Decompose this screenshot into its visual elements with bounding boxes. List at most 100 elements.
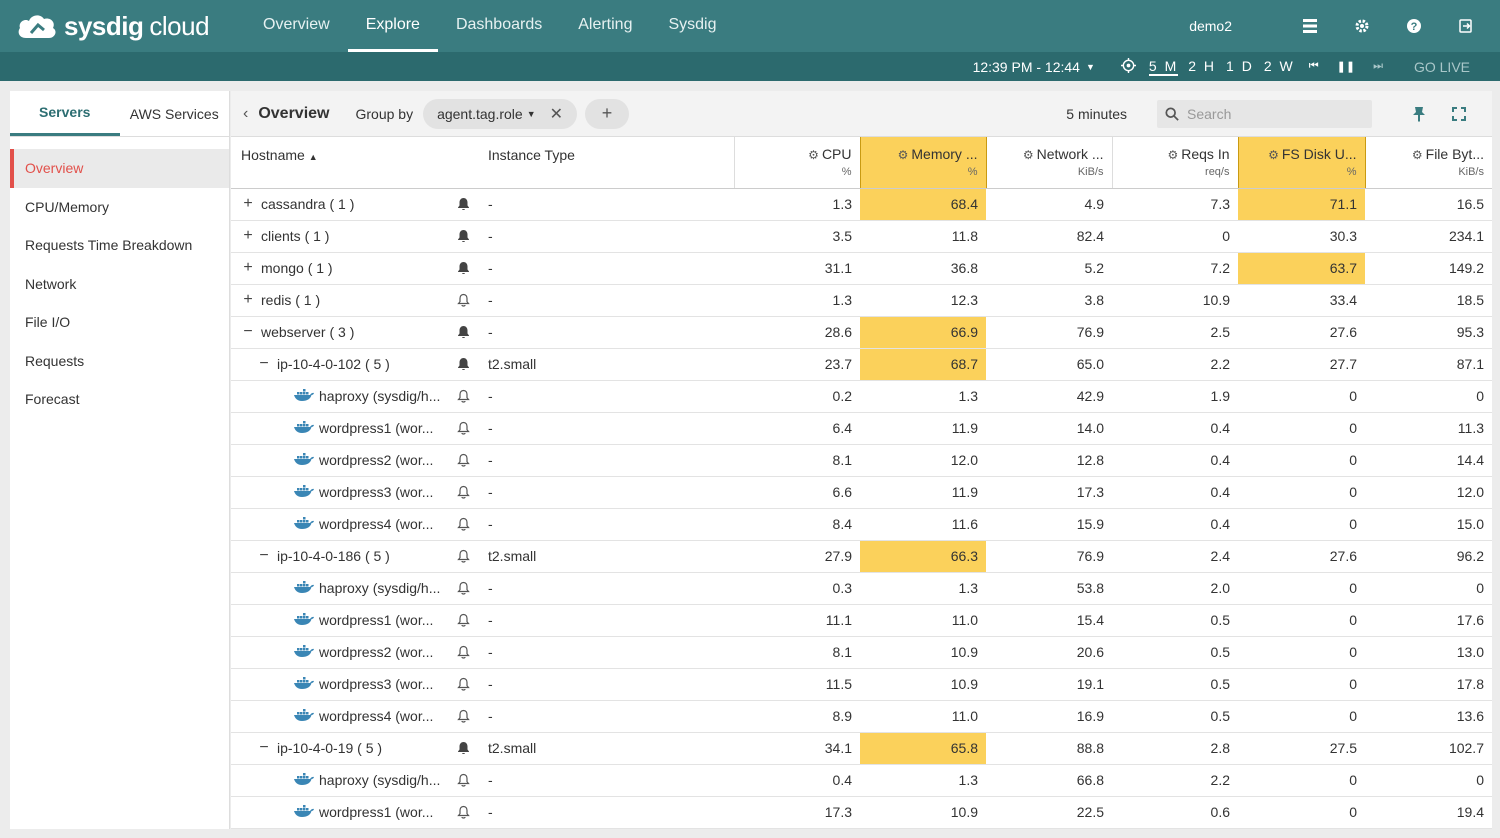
pause-icon[interactable]: ❚❚ xyxy=(1336,61,1356,73)
bell-icon[interactable] xyxy=(457,805,470,822)
table-row[interactable]: haproxy (sysdig/h... -0.2 1.3 42.9 1.9 0 0 xyxy=(231,380,1492,413)
time-range-selector[interactable]: 12:39 PM - 12:44 xyxy=(972,58,1080,75)
menu-item-overview[interactable]: Overview xyxy=(10,149,229,188)
table-row[interactable]: + clients ( 1 ) -3.5 11.8 82.4 0 30.3 234.1 xyxy=(231,220,1492,253)
hostname-cell[interactable]: − ip-10-4-0-102 ( 5 ) xyxy=(231,348,482,381)
expand-icon[interactable]: + xyxy=(243,291,253,308)
bell-icon[interactable] xyxy=(457,677,470,694)
logout-icon[interactable] xyxy=(1458,18,1474,34)
collapse-icon[interactable]: − xyxy=(259,355,269,372)
table-row[interactable]: wordpress3 (wor... -11.5 10.9 19.1 0.5 0 17.8 xyxy=(231,668,1492,701)
nav-item-explore[interactable]: Explore xyxy=(347,0,438,52)
collapse-icon[interactable]: − xyxy=(259,739,269,756)
collapse-icon[interactable]: − xyxy=(243,323,253,340)
header-file-bytes[interactable]: ⚙ File Byt... KiB/s xyxy=(1364,137,1492,189)
bell-icon[interactable] xyxy=(457,709,470,726)
tab-aws-services[interactable]: AWS Services xyxy=(129,105,219,122)
user-name[interactable]: demo2 xyxy=(1189,18,1232,34)
nav-item-alerting[interactable]: Alerting xyxy=(578,16,633,33)
tab-servers[interactable]: Servers xyxy=(10,91,120,136)
table-row[interactable]: + mongo ( 1 ) -31.1 36.8 5.2 7.2 63.7 149.2 xyxy=(231,252,1492,285)
bell-icon[interactable] xyxy=(457,773,470,790)
menu-item-file-i-o[interactable]: File I/O xyxy=(25,314,71,330)
group-by-pill[interactable]: agent.tag.role ▼ ✕ xyxy=(423,98,578,129)
hostname-cell[interactable]: wordpress2 (wor... xyxy=(231,444,482,477)
table-row[interactable]: + cassandra ( 1 ) -1.3 68.4 4.9 7.3 71.1 16.5 xyxy=(231,188,1492,221)
bell-icon[interactable] xyxy=(457,421,470,438)
add-group-button[interactable]: + xyxy=(585,98,630,129)
hostname-cell[interactable]: haproxy (sysdig/h... xyxy=(231,380,482,413)
table-row[interactable]: + redis ( 1 ) -1.3 12.3 3.8 10.9 33.4 18.5 xyxy=(231,284,1492,317)
range-2w[interactable]: 2 W xyxy=(1263,57,1295,74)
nav-item-sysdig[interactable]: Sysdig xyxy=(668,16,717,33)
hostname-cell[interactable]: wordpress1 (wor... xyxy=(231,796,482,829)
expand-icon[interactable]: + xyxy=(243,259,253,276)
bell-filled-icon[interactable] xyxy=(457,197,470,214)
hostname-cell[interactable]: + clients ( 1 ) xyxy=(231,220,482,253)
bell-icon[interactable] xyxy=(457,645,470,662)
bell-icon[interactable] xyxy=(457,549,470,566)
chevron-left-icon[interactable]: ‹ xyxy=(243,104,249,122)
close-icon[interactable]: ✕ xyxy=(549,105,564,123)
hostname-cell[interactable]: − ip-10-4-0-19 ( 5 ) xyxy=(231,732,482,765)
hostname-cell[interactable]: wordpress1 (wor... xyxy=(231,412,482,445)
hostname-cell[interactable]: wordpress3 (wor... xyxy=(231,668,482,701)
hostname-cell[interactable]: + redis ( 1 ) xyxy=(231,284,482,317)
hostname-cell[interactable]: wordpress4 (wor... xyxy=(231,700,482,733)
bell-filled-icon[interactable] xyxy=(457,325,470,342)
hostname-cell[interactable]: wordpress2 (wor... xyxy=(231,636,482,669)
hostname-cell[interactable]: − ip-10-4-0-186 ( 5 ) xyxy=(231,540,482,573)
bell-filled-icon[interactable] xyxy=(457,261,470,278)
chevron-down-icon[interactable]: ▼ xyxy=(1085,61,1095,72)
menu-item-requests-time-breakdown[interactable]: Requests Time Breakdown xyxy=(25,237,193,253)
header-network[interactable]: ⚙ Network ... KiB/s xyxy=(985,137,1112,189)
table-row[interactable]: − ip-10-4-0-102 ( 5 ) t2.small 23.7 68.7 65.0… xyxy=(231,348,1492,381)
range-2h[interactable]: 2 H xyxy=(1188,57,1217,74)
bell-filled-icon[interactable] xyxy=(457,229,470,246)
table-row[interactable]: wordpress1 (wor... -6.4 11.9 14.0 0.4 0 11.3 xyxy=(231,412,1492,445)
header-hostname[interactable]: Hostname ▲ xyxy=(231,137,482,189)
bell-icon[interactable] xyxy=(457,613,470,630)
menu-item-requests[interactable]: Requests xyxy=(25,352,85,369)
range-1d[interactable]: 1 D xyxy=(1226,57,1254,74)
target-icon[interactable] xyxy=(1120,57,1136,76)
go-live-button[interactable]: GO LIVE xyxy=(1413,58,1470,75)
hostname-cell[interactable]: − webserver ( 3 ) xyxy=(231,316,482,349)
skip-forward-icon[interactable]: ⏭ xyxy=(1373,60,1383,72)
hostname-cell[interactable]: wordpress4 (wor... xyxy=(231,508,482,541)
hostname-cell[interactable]: haproxy (sysdig/h... xyxy=(231,572,482,605)
table-row[interactable]: wordpress4 (wor... -8.9 11.0 16.9 0.5 0 13.6 xyxy=(231,700,1492,733)
hostname-cell[interactable]: + cassandra ( 1 ) xyxy=(231,188,482,221)
bell-icon[interactable] xyxy=(457,453,470,470)
header-fs-disk[interactable]: ⚙ FS Disk U...% xyxy=(1237,137,1366,189)
table-row[interactable]: wordpress2 (wor... -8.1 10.9 20.6 0.5 0 13.0 xyxy=(231,636,1492,669)
table-row[interactable]: wordpress4 (wor... -8.4 11.6 15.9 0.4 0 15.0 xyxy=(231,508,1492,541)
nav-item-dashboards[interactable]: Dashboards xyxy=(455,16,543,33)
header-instance-type[interactable]: Instance Type xyxy=(482,137,734,189)
table-row[interactable]: wordpress1 (wor... -17.3 10.9 22.5 0.6 0 19.4 xyxy=(231,796,1492,829)
help-icon[interactable]: ? xyxy=(1406,18,1422,34)
hostname-cell[interactable]: wordpress3 (wor... xyxy=(231,476,482,509)
bell-icon[interactable] xyxy=(457,389,470,406)
hostname-cell[interactable]: haproxy (sysdig/h... xyxy=(231,764,482,797)
stacked-menu-icon[interactable] xyxy=(1302,18,1318,34)
table-row[interactable]: − ip-10-4-0-19 ( 5 ) t2.small 34.1 65.8 88.8 2… xyxy=(231,732,1492,765)
range-5m[interactable]: 5 M xyxy=(1148,57,1179,76)
collapse-icon[interactable]: − xyxy=(259,547,269,564)
bell-filled-icon[interactable] xyxy=(457,741,470,758)
menu-item-cpu-memory[interactable]: CPU/Memory xyxy=(25,198,110,215)
table-row[interactable]: haproxy (sysdig/h... -0.4 1.3 66.8 2.2 0 0 xyxy=(231,764,1492,797)
sysdig-logo[interactable]: sysdig cloud xyxy=(16,11,231,42)
table-row[interactable]: wordpress2 (wor... -8.1 12.0 12.8 0.4 0 14.4 xyxy=(231,444,1492,477)
fullscreen-icon[interactable] xyxy=(1452,106,1466,121)
hostname-cell[interactable]: + mongo ( 1 ) xyxy=(231,252,482,285)
bell-icon[interactable] xyxy=(457,517,470,534)
nav-item-overview[interactable]: Overview xyxy=(263,16,330,33)
table-row[interactable]: − webserver ( 3 ) -28.6 66.9 76.9 2.5 27.6 95.3 xyxy=(231,316,1492,349)
expand-icon[interactable]: + xyxy=(243,195,253,212)
bell-icon[interactable] xyxy=(457,293,470,310)
table-row[interactable]: wordpress1 (wor... -11.1 11.0 15.4 0.5 0 17.6 xyxy=(231,604,1492,637)
header-cpu[interactable]: ⚙ CPU% xyxy=(733,137,860,189)
table-row[interactable]: wordpress3 (wor... -6.6 11.9 17.3 0.4 0 12.0 xyxy=(231,476,1492,509)
menu-item-network[interactable]: Network xyxy=(25,275,77,292)
